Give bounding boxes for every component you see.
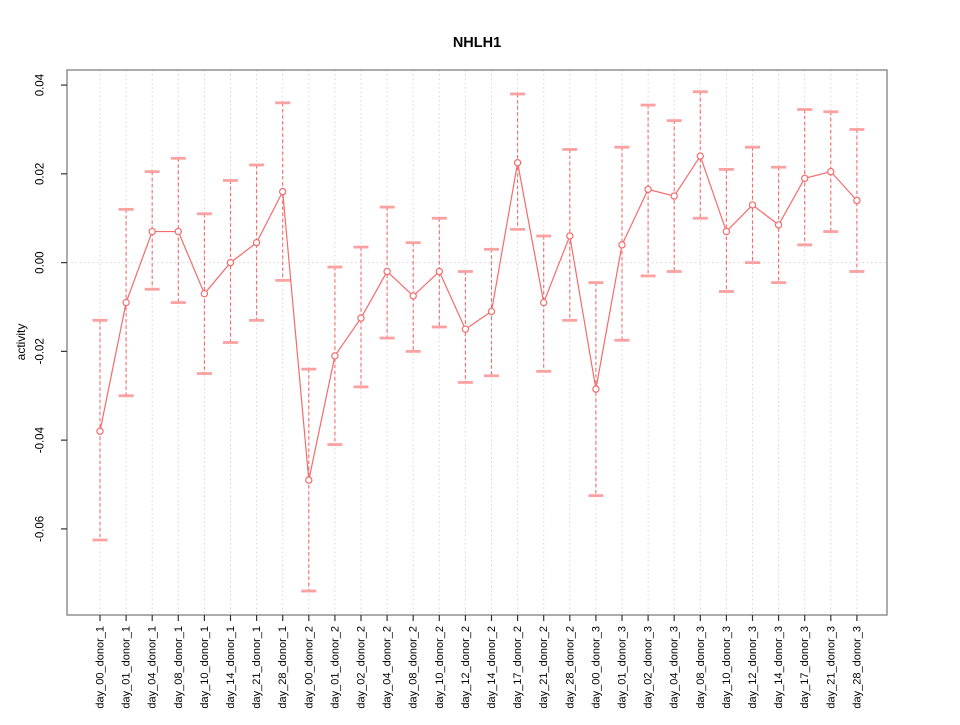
x-tick-label: day_08_donor_1 [173,626,185,709]
data-point [461,325,470,333]
x-tick-label: day_14_donor_2 [486,626,498,709]
x-tick-label: day_17_donor_3 [799,626,811,709]
data-point [148,227,156,236]
x-tick-label: day_12_donor_2 [460,626,472,709]
data-point [435,267,443,276]
y-tick-label: -0.02 [35,338,47,364]
data-point [540,298,548,307]
plot-border [66,69,888,616]
plot-area: 0.04 0.02 0.00 -0.02 -0.04 -0.06 day_00_donor_… [35,69,888,709]
x-tick-label: day_04_donor_1 [147,626,159,709]
data-point [122,298,130,307]
data-point [566,232,574,240]
data-point [801,174,809,182]
y-tick-label: 0.04 [35,73,47,96]
chart-title: NHLH1 [453,35,501,51]
data-point [670,192,678,200]
x-tick-label: day_21_donor_2 [538,626,550,709]
data-point [226,258,235,267]
x-tick-label: day_17_donor_2 [512,626,524,709]
data-point [722,227,731,236]
x-tick-label: day_02_donor_3 [643,626,655,709]
data-point [200,289,209,298]
y-tick-label: -0.06 [35,516,47,542]
x-tick-label: day_08_donor_3 [695,626,707,709]
x-tick-label: day_14_donor_1 [225,626,237,709]
x-tick-label: day_04_donor_2 [382,626,394,709]
data-point [487,307,496,316]
x-tick-label: day_01_donor_1 [121,626,133,709]
data-point [618,241,626,249]
x-tick-label: day_00_donor_2 [303,626,315,709]
x-tick-label: day_28_donor_1 [277,626,289,709]
data-point [592,385,600,393]
data-point [696,152,705,160]
data-point [96,427,104,435]
y-tick-label: 0.02 [35,163,47,185]
data-point [305,476,313,484]
x-tick-label: day_01_donor_3 [617,626,629,709]
data-point [853,196,861,205]
data-point [644,185,652,194]
data-point [774,221,783,229]
x-tick-label: day_00_donor_1 [95,626,107,709]
x-tick-label: day_00_donor_3 [590,626,602,709]
x-tick-label: day_10_donor_1 [199,626,211,709]
data-point [252,238,261,247]
y-axis-label: activity [14,324,28,361]
x-tick-label: day_28_donor_3 [851,626,863,709]
x-tick-label: day_10_donor_2 [434,626,446,709]
data-point [409,292,417,300]
data-point [279,187,287,196]
data-point [331,352,339,360]
y-tick-label: -0.04 [35,426,47,453]
data-point [357,314,365,322]
x-tick-label: day_04_donor_3 [669,626,681,709]
data-point [827,167,835,176]
y-tick-label: 0.00 [35,251,47,273]
x-tick-label: day_10_donor_3 [721,626,733,709]
data-point [174,227,182,236]
x-tick-label: day_28_donor_2 [564,626,576,709]
x-tick-label: day_21_donor_3 [825,626,837,709]
data-point [748,201,757,209]
x-tick-label: day_01_donor_2 [329,626,341,709]
x-tick-label: day_14_donor_3 [773,626,785,709]
x-tick-label: day_08_donor_2 [408,626,420,709]
series-line [99,154,858,481]
data-point [513,159,522,167]
x-tick-label: day_02_donor_2 [356,626,368,709]
data-point [383,267,391,276]
x-tick-label: day_12_donor_3 [747,626,759,709]
x-tick-label: day_21_donor_1 [251,626,263,709]
